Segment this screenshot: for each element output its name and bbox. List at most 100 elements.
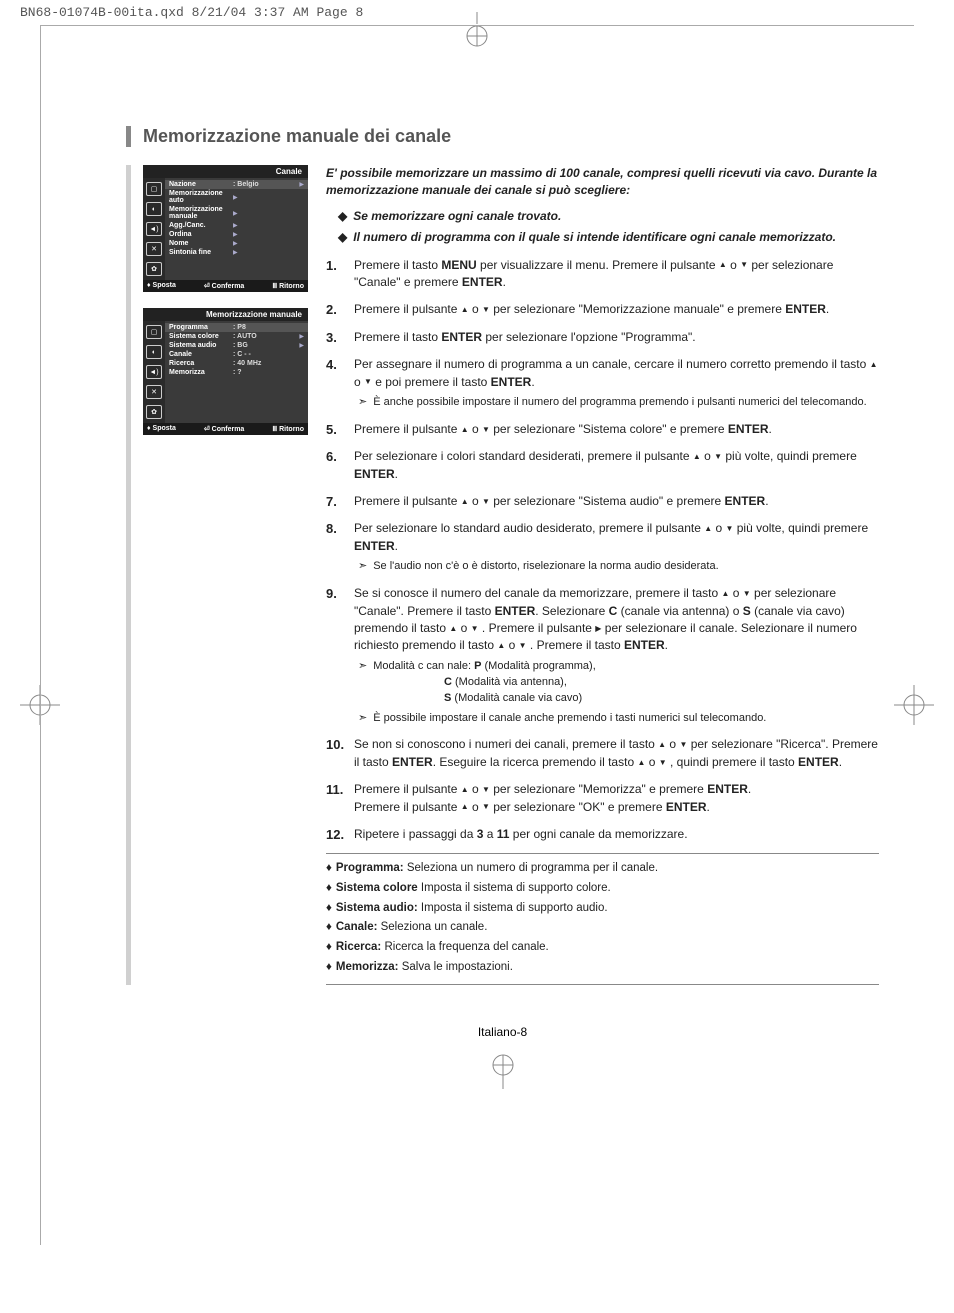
gloss-line: Sistema audio: Imposta il sistema di sup… — [336, 900, 608, 917]
enter-icon: ⏎ — [204, 283, 212, 290]
down-icon: ▼ — [482, 426, 490, 434]
channel-icon: ◄) — [146, 365, 162, 379]
down-icon: ▼ — [714, 453, 722, 461]
osd-footer-return: Ritorno — [279, 283, 304, 290]
note-subline: C (Modalità via antenna), — [444, 675, 879, 691]
note-text: È possibile impostare il canale anche pr… — [373, 711, 766, 727]
down-icon: ▼ — [740, 261, 748, 269]
osd-row-val: : Belgio — [233, 181, 297, 188]
osd-footer-enter: Conferma — [212, 426, 245, 433]
osd-row-label: Ricerca — [169, 360, 231, 367]
picture-icon: ▢ — [146, 325, 162, 339]
up-icon: ▲ — [870, 361, 878, 369]
step-item: Per assegnare il numero di programma a u… — [326, 356, 879, 411]
osd-row-label: Agg./Canc. — [169, 222, 231, 229]
osd-menu-1: Canale ▢ ◐ ◄) ✕ ✿ Nazione: Belgio ▶ Memor… — [143, 165, 308, 292]
step-item: Premere il tasto ENTER per selezionare l… — [326, 329, 879, 346]
note-text: Se l'audio non c'è o è distorto, riselez… — [373, 559, 718, 575]
osd-caret-icon: ▶ — [233, 231, 238, 238]
diamond-icon: ◆ — [338, 229, 347, 246]
crop-mark-bottom — [126, 1049, 879, 1094]
channel-icon: ◄) — [146, 222, 162, 236]
osd2-items: Programma: P8 Sistema colore: AUTO▶ Sist… — [165, 321, 308, 423]
intro-text: E' possibile memorizzare un massimo di 1… — [326, 165, 879, 200]
down-icon: ▼ — [364, 378, 372, 386]
input-icon: ✿ — [146, 262, 162, 276]
osd-caret-icon: ▶ — [233, 240, 238, 247]
bullet-text: Il numero di programma con il quale si i… — [353, 229, 836, 246]
osd-row-label: Nazione — [169, 181, 231, 188]
up-icon: ▲ — [461, 803, 469, 811]
instructions-column: E' possibile memorizzare un massimo di 1… — [326, 165, 879, 985]
osd-row-label: Memorizzazione manuale — [169, 206, 231, 220]
step-item: Premere il pulsante ▲ o ▼ per selezionar… — [326, 781, 879, 816]
section-title: Memorizzazione manuale dei canale — [126, 126, 879, 147]
down-icon: ▼ — [482, 803, 490, 811]
osd-footer-return: Ritorno — [279, 426, 304, 433]
picture-icon: ▢ — [146, 182, 162, 196]
osd-menu-2: Memorizzazione manuale ▢ ◐ ◄) ✕ ✿ Progra… — [143, 308, 308, 435]
step-list: Premere il tasto MENU per visualizzare i… — [326, 257, 879, 844]
up-icon: ▲ — [461, 306, 469, 314]
gloss-line: Memorizza: Salva le impostazioni. — [336, 959, 513, 976]
gloss-bullet-icon: ♦ — [326, 860, 332, 877]
gloss-line: Ricerca: Ricerca la frequenza del canale… — [336, 939, 549, 956]
step-item: Premere il tasto MENU per visualizzare i… — [326, 257, 879, 292]
intro-bullets: ◆Se memorizzare ogni canale trovato. ◆Il… — [338, 208, 879, 247]
gloss-line: Canale: Seleziona un canale. — [336, 919, 488, 936]
page-number: Italiano-8 — [126, 1025, 879, 1039]
step-item: Per selezionare lo standard audio deside… — [326, 520, 879, 575]
osd-caret-icon: ▶ — [299, 333, 304, 340]
osd-caret-icon: ▶ — [233, 222, 238, 229]
osd1-items: Nazione: Belgio▶ Memorizzazione auto▶ Me… — [165, 178, 308, 280]
down-icon: ▼ — [659, 759, 667, 767]
osd-row-label: Ordina — [169, 231, 231, 238]
osd-footer-move: Sposta — [153, 282, 176, 289]
up-icon: ▲ — [704, 525, 712, 533]
gloss-line: Programma: Seleziona un numero di progra… — [336, 860, 658, 877]
osd-footer-move: Sposta — [153, 425, 176, 432]
setup-icon: ✕ — [146, 242, 162, 256]
osd1-title: Canale — [143, 165, 308, 178]
down-icon: ▼ — [743, 590, 751, 598]
up-icon: ▲ — [693, 453, 701, 461]
osd-row-label: Memorizzazione auto — [169, 190, 231, 204]
up-icon: ▲ — [461, 498, 469, 506]
down-icon: ▼ — [482, 786, 490, 794]
osd-row-label: Sintonia fine — [169, 249, 231, 256]
gloss-bullet-icon: ♦ — [326, 939, 332, 956]
page-frame: Memorizzazione manuale dei canale Canale… — [40, 25, 914, 1245]
step-item: Premere il pulsante ▲ o ▼ per selezionar… — [326, 301, 879, 318]
screenshots-column: Canale ▢ ◐ ◄) ✕ ✿ Nazione: Belgio ▶ Memor… — [126, 165, 306, 985]
input-icon: ✿ — [146, 405, 162, 419]
step-item: Se si conosce il numero del canale da me… — [326, 585, 879, 726]
osd-caret-icon: ▶ — [233, 194, 238, 201]
gloss-bullet-icon: ♦ — [326, 900, 332, 917]
setup-icon: ✕ — [146, 385, 162, 399]
osd-row-val: : BG — [233, 342, 297, 349]
osd-row-val: : AUTO — [233, 333, 297, 340]
up-icon: ▲ — [461, 426, 469, 434]
osd-footer: ♦ Sposta ⏎ Conferma Ⅲ Ritorno — [143, 423, 308, 435]
note-arrow-icon: ➣ — [358, 395, 367, 411]
osd-row-val: : 40 MHz — [233, 360, 304, 367]
osd-row-label: Nome — [169, 240, 231, 247]
down-icon: ▼ — [471, 625, 479, 633]
osd-row-label: Memorizza — [169, 369, 231, 376]
note-arrow-icon: ➣ — [358, 559, 367, 575]
diamond-icon: ◆ — [338, 208, 347, 225]
osd-row-label: Programma — [169, 324, 231, 331]
step-item: Se non si conoscono i numeri dei canali,… — [326, 736, 879, 771]
note-text: È anche possibile impostare il numero de… — [373, 395, 866, 411]
up-icon: ▲ — [658, 741, 666, 749]
osd-caret-icon: ▶ — [299, 342, 304, 349]
up-icon: ▲ — [719, 261, 727, 269]
osd-row-val: : P8 — [233, 324, 304, 331]
step-item: Ripetere i passaggi da 3 a 11 per ogni c… — [326, 826, 879, 843]
gloss-bullet-icon: ♦ — [326, 880, 332, 897]
sound-icon: ◐ — [146, 202, 162, 216]
osd-sidebar-icons: ▢ ◐ ◄) ✕ ✿ — [143, 178, 165, 280]
note-text: Modalità c can nale: P (Modalità program… — [373, 659, 596, 675]
down-icon: ▼ — [482, 498, 490, 506]
osd-row-label: Sistema audio — [169, 342, 231, 349]
